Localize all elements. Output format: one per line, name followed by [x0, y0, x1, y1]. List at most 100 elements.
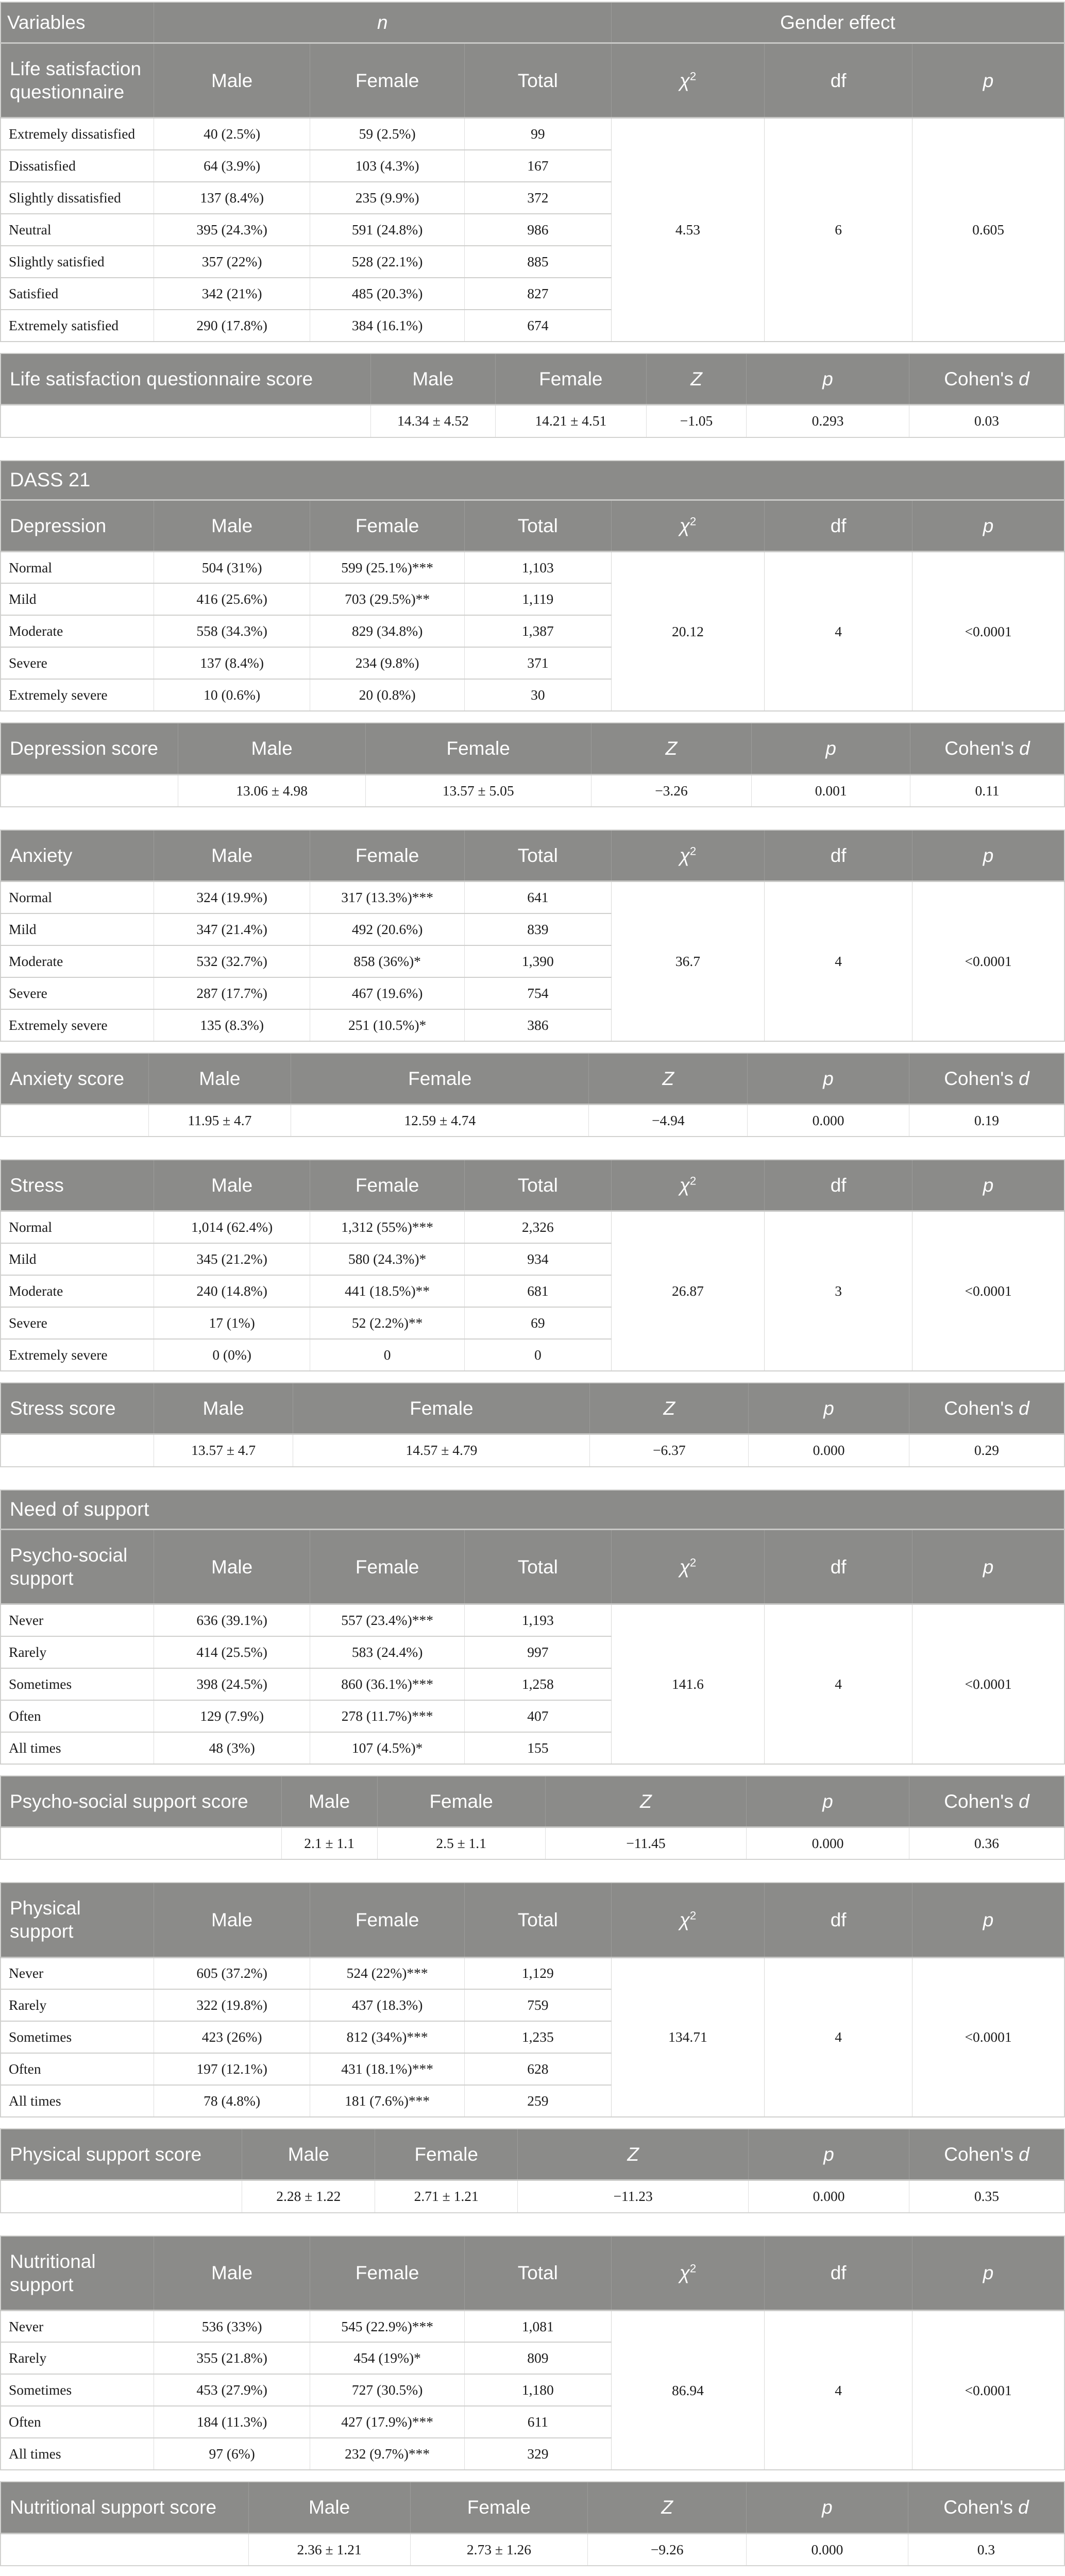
- total-value: 30: [464, 679, 612, 712]
- gender-effect-header: Gender effect: [611, 2, 1064, 44]
- score-label-header: Psycho-social support score: [1, 1775, 282, 1828]
- table-row: Rarely 414 (25.5%) 583 (24.4%) 997: [1, 1636, 1064, 1669]
- z-value: −3.26: [590, 774, 752, 807]
- total-value: 628: [464, 2053, 612, 2086]
- score-label-header: Depression score: [1, 723, 178, 775]
- male-value: 184 (11.3%): [153, 2406, 310, 2439]
- male-value: 240 (14.8%): [153, 1275, 310, 1308]
- row-label: All times: [1, 1732, 154, 1765]
- p-value: <0.0001: [912, 1604, 1064, 1765]
- column-header-row: Physical support Male Female Total χ2 df p: [1, 1883, 1064, 1958]
- table-row: 13.57 ± 4.7 14.57 ± 4.79 −6.37 0.000 0.29: [1, 1434, 1064, 1467]
- female-value: 427 (17.9%)***: [310, 2406, 465, 2439]
- row-label: Often: [1, 2406, 154, 2439]
- top-header-row: Variables n Gender effect: [1, 2, 1064, 44]
- table-physical-support: Physical support Male Female Total χ2 df p Neve…: [0, 1882, 1065, 2118]
- column-header-row: Stress Male Female Total χ2 df p: [1, 1160, 1064, 1212]
- male-value: 355 (21.8%): [153, 2342, 310, 2375]
- total-value: 1,193: [464, 1604, 612, 1637]
- male-mean-sd: 13.57 ± 4.7: [153, 1434, 293, 1467]
- table-row: Never 536 (33%) 545 (22.9%)*** 1,081 86.94 4 <…: [1, 2310, 1064, 2471]
- z-value: −9.26: [587, 2533, 747, 2566]
- empty-cell: [1, 774, 178, 807]
- z-column-header: Z: [588, 1053, 748, 1105]
- male-column-header: Male: [370, 353, 496, 405]
- cohens-d-value: 0.36: [908, 1827, 1064, 1860]
- df-value: 4: [764, 2310, 912, 2471]
- female-value: 829 (34.8%): [310, 615, 465, 648]
- female-column-header: Female: [310, 1529, 465, 1605]
- row-label: Sometimes: [1, 2021, 154, 2054]
- p-value: 0.293: [746, 404, 909, 437]
- z-value: −4.94: [588, 1104, 748, 1137]
- female-value: 703 (29.5%)**: [310, 583, 465, 616]
- empty-cell: [1, 2533, 249, 2566]
- row-label: Normal: [1, 881, 154, 914]
- score-label-header: Anxiety score: [1, 1053, 149, 1105]
- female-value: 454 (19%)*: [310, 2342, 465, 2375]
- table-row: Severe 137 (8.4%) 234 (9.8%) 371: [1, 647, 1064, 680]
- empty-cell: [1, 1827, 282, 1860]
- male-mean-sd: 2.1 ± 1.1: [281, 1827, 377, 1860]
- total-value: 997: [464, 1636, 612, 1669]
- female-value: 812 (34%)***: [310, 2021, 465, 2054]
- male-value: 423 (26%): [153, 2021, 310, 2054]
- total-value: 1,180: [464, 2374, 612, 2407]
- p-value: 0.000: [747, 1104, 909, 1137]
- female-value: 317 (13.3%)***: [310, 881, 465, 914]
- df-column-header: df: [764, 830, 912, 883]
- female-column-header: Female: [293, 1382, 590, 1435]
- row-label: Rarely: [1, 1636, 154, 1669]
- female-value: 580 (24.3%)*: [310, 1243, 465, 1276]
- male-value: 342 (21%): [153, 277, 310, 310]
- p-value: <0.0001: [912, 551, 1064, 712]
- chi-column-header: χ2: [611, 1160, 765, 1212]
- female-column-header: Female: [310, 1160, 465, 1212]
- p-column-header: p: [751, 723, 910, 775]
- total-value: 1,258: [464, 1668, 612, 1701]
- cohens-d-value: 0.3: [907, 2533, 1064, 2566]
- row-label: Never: [1, 1604, 154, 1637]
- row-label: Extremely severe: [1, 679, 154, 712]
- table-row: Mild 345 (21.2%) 580 (24.3%)* 934: [1, 1243, 1064, 1276]
- row-label: Slightly dissatisfied: [1, 181, 154, 214]
- total-column-header: Total: [464, 1529, 612, 1605]
- male-value: 17 (1%): [153, 1307, 310, 1340]
- chi-square-value: 20.12: [611, 551, 765, 712]
- row-label: Neutral: [1, 213, 154, 246]
- male-column-header: Male: [153, 1883, 310, 1958]
- total-value: 372: [464, 181, 612, 214]
- total-value: 885: [464, 245, 612, 278]
- male-value: 558 (34.3%): [153, 615, 310, 648]
- female-mean-sd: 2.5 ± 1.1: [377, 1827, 546, 1860]
- table-row: Slightly satisfied 357 (22%) 528 (22.1%) 88…: [1, 245, 1064, 278]
- female-mean-sd: 12.59 ± 4.74: [291, 1104, 589, 1137]
- score-label-header: Nutritional support score: [1, 2482, 249, 2534]
- total-value: 69: [464, 1307, 612, 1340]
- female-value: 528 (22.1%): [310, 245, 465, 278]
- female-value: 467 (19.6%): [310, 977, 465, 1010]
- p-value: <0.0001: [912, 1957, 1064, 2118]
- column-header-row: Depression Male Female Total χ2 df p: [1, 500, 1064, 552]
- cohens_d-column-header: Cohen's d: [908, 353, 1064, 405]
- female-value: 599 (25.1%)***: [310, 551, 465, 584]
- df-value: 3: [764, 1211, 912, 1371]
- female-column-header: Female: [310, 43, 465, 119]
- score-label-header: Stress score: [1, 1382, 154, 1435]
- female-value: 441 (18.5%)**: [310, 1275, 465, 1308]
- chi-column-header: χ2: [611, 830, 765, 883]
- df-column-header: df: [764, 2235, 912, 2311]
- total-value: 754: [464, 977, 612, 1010]
- z-column-header: Z: [590, 723, 752, 775]
- chi-square-value: 4.53: [611, 117, 765, 342]
- table-life-satisfaction-questionnaire-score: Life satisfaction questionnaire score Mal…: [0, 352, 1065, 438]
- p-column-header: p: [912, 830, 1064, 883]
- total-column-header: Total: [464, 2235, 612, 2311]
- female-value: 278 (11.7%)***: [310, 1700, 465, 1733]
- total-value: 1,119: [464, 583, 612, 616]
- row-label: Normal: [1, 551, 154, 584]
- p-column-header: p: [746, 2482, 908, 2534]
- male-value: 135 (8.3%): [153, 1009, 310, 1042]
